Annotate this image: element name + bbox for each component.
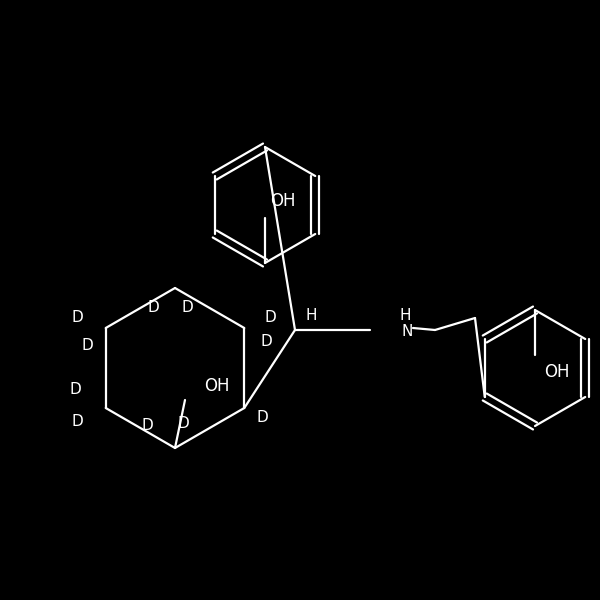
Text: D: D: [181, 301, 193, 316]
Text: D: D: [177, 415, 189, 431]
Text: D: D: [141, 419, 153, 433]
Text: OH: OH: [204, 377, 230, 395]
Text: D: D: [265, 311, 276, 325]
Text: H: H: [399, 308, 411, 323]
Text: D: D: [147, 301, 159, 316]
Text: OH: OH: [270, 192, 296, 210]
Text: D: D: [256, 410, 268, 425]
Text: D: D: [82, 338, 94, 353]
Text: OH: OH: [544, 363, 570, 381]
Text: D: D: [72, 311, 83, 325]
Text: N: N: [401, 325, 413, 340]
Text: H: H: [305, 308, 317, 323]
Text: D: D: [72, 415, 83, 430]
Text: D: D: [260, 335, 272, 349]
Text: D: D: [70, 383, 82, 397]
